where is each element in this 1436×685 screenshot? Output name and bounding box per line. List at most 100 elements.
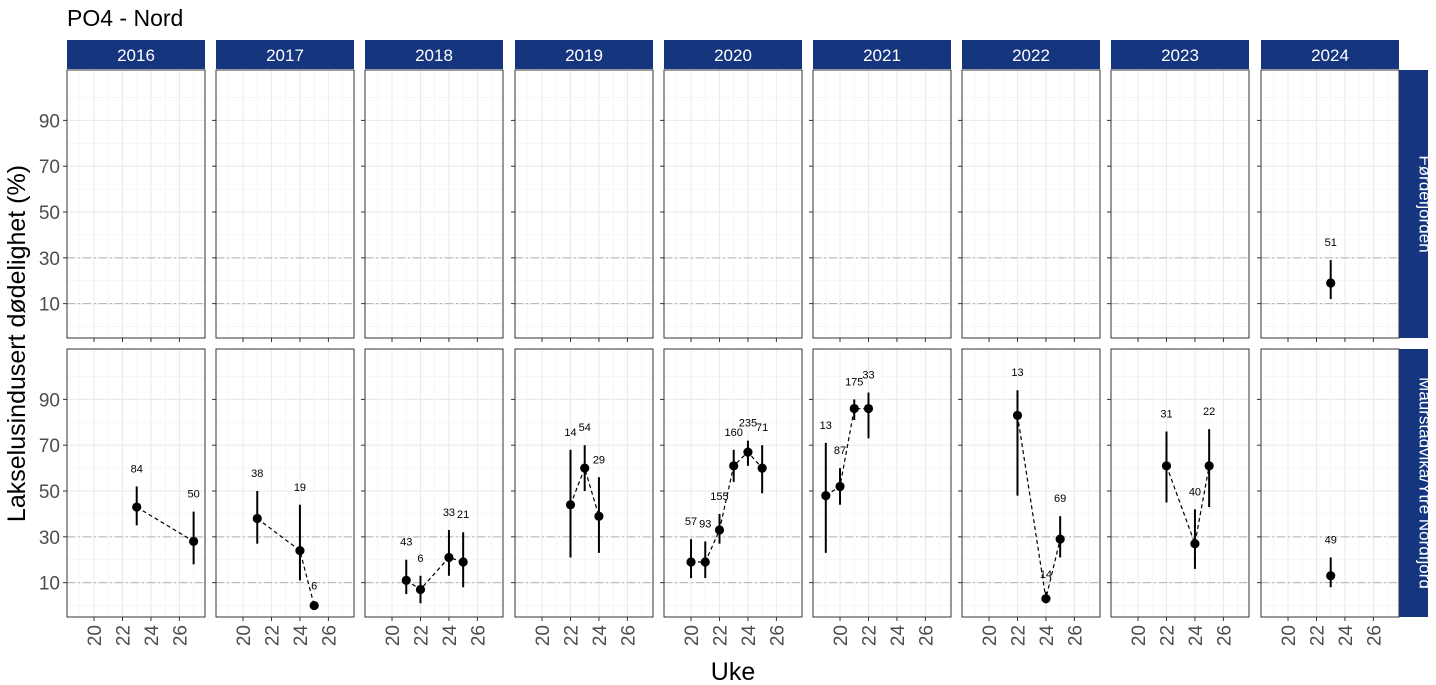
x-tick-label: 24 (590, 625, 611, 647)
panel-border (1110, 348, 1250, 618)
panel-border (215, 69, 355, 339)
x-tick-label: 22 (710, 625, 731, 646)
data-point (1161, 461, 1172, 471)
panel-border (663, 69, 803, 339)
panel-border (215, 348, 355, 618)
sample-size-label: 155 (710, 491, 728, 503)
sample-size-label: 87 (834, 445, 846, 457)
x-tick-label: 22 (1008, 625, 1029, 646)
row-strip-1 (1399, 349, 1428, 617)
y-tick-label: 10 (39, 295, 60, 316)
sample-size-label: 84 (131, 463, 143, 475)
strip-label-2021: 2021 (863, 46, 901, 65)
x-tick-label: 20 (980, 625, 1001, 646)
panel-border (66, 69, 206, 339)
panel-border (961, 69, 1101, 339)
series-Maurstadvika/Ytre Nordfjord-2021: 13 87 17533 (820, 370, 875, 553)
panel-Maurstadvika/Ytre Nordfjord-2019: 20 22 24 26 (511, 348, 654, 647)
sample-size-label: 31 (1160, 408, 1172, 420)
sample-size-label: 6 (311, 580, 317, 592)
y-tick-label: 10 (39, 574, 60, 595)
series-Maurstadvika/Ytre Nordfjord-2019: 14 54 29 (564, 422, 605, 558)
x-tick-label: 22 (113, 625, 134, 646)
data-point (1190, 539, 1200, 549)
panel-Maurstadvika/Ytre Nordfjord-2016: 10 30 50 70 90 20 22 24 26 (39, 348, 206, 646)
data-point (835, 481, 845, 492)
sample-size-label: 6 (417, 553, 423, 565)
x-tick-label: 26 (916, 625, 937, 646)
panel-Førdefjorden-2023 (1107, 69, 1250, 342)
panel-border (663, 348, 803, 618)
panel-border (1260, 69, 1400, 339)
strip-2020 (664, 40, 802, 69)
panel-border (1110, 69, 1250, 339)
series-Maurstadvika/Ytre Nordfjord-2016: 84 50 (131, 463, 200, 565)
panel-border (364, 69, 504, 339)
data-point (863, 403, 874, 414)
panel-Førdefjorden-2018 (361, 69, 504, 342)
sample-size-label: 235 (739, 418, 757, 430)
panel-Maurstadvika/Ytre Nordfjord-2021: 20 22 24 26 (809, 348, 952, 646)
series-Maurstadvika/Ytre Nordfjord-2020: 57 93 155 16023571 (685, 418, 768, 579)
sample-size-label: 57 (685, 516, 697, 528)
y-axis-title: Lakselusindusert dødelighet (%) (3, 165, 31, 522)
panel-Maurstadvika/Ytre Nordfjord-2018: 20 22 24 26 (361, 348, 504, 646)
x-tick-label: 24 (291, 625, 312, 647)
row-strip-label-0: Førdefjorden (1416, 155, 1435, 252)
sample-size-label: 54 (579, 422, 591, 434)
panel-border (514, 348, 654, 618)
data-point (743, 447, 753, 457)
sample-size-label: 38 (251, 468, 263, 480)
x-tick-label: 22 (859, 625, 880, 646)
series-Maurstadvika/Ytre Nordfjord-2017: 38 19 6 (251, 468, 319, 611)
data-point (594, 511, 604, 521)
panel-Førdefjorden-2019 (511, 69, 654, 342)
x-tick-label: 24 (1037, 625, 1058, 647)
data-point (295, 545, 305, 556)
panels: 2016 2017 2018 2019 2020 2021 2022 2023 2024Førd… (39, 40, 1435, 646)
y-tick-label: 70 (39, 436, 60, 457)
y-tick-label: 50 (39, 203, 60, 224)
x-tick-label: 22 (1307, 625, 1328, 646)
data-point (444, 552, 454, 563)
panel-border (961, 348, 1101, 618)
panel-Maurstadvika/Ytre Nordfjord-2017: 20 22 24 26 (212, 348, 355, 647)
series-Maurstadvika/Ytre Nordfjord-2018: 43 6 33 21 (400, 507, 469, 604)
data-point (189, 536, 199, 547)
trend-line (569, 466, 600, 517)
sample-size-label: 50 (187, 489, 199, 501)
data-point (415, 584, 426, 595)
x-tick-label: 26 (618, 625, 639, 646)
sample-size-label: 43 (400, 537, 412, 549)
data-point (849, 403, 859, 414)
series-Førdefjorden-2024: 51 (1325, 237, 1337, 300)
sample-size-label: 33 (443, 507, 455, 519)
series-Maurstadvika/Ytre Nordfjord-2023: 31 40 22 (1160, 406, 1215, 569)
panel-Førdefjorden-2020 (660, 69, 803, 342)
panel-Førdefjorden-2022 (958, 69, 1101, 342)
x-tick-label: 20 (831, 625, 852, 646)
sample-size-label: 49 (1325, 534, 1337, 546)
data-point (252, 513, 262, 524)
series-Maurstadvika/Ytre Nordfjord-2022: 13 14 69 (1011, 367, 1066, 604)
data-point (757, 463, 767, 473)
data-point (714, 525, 725, 535)
strip-2023 (1111, 40, 1249, 69)
x-tick-label: 22 (411, 625, 432, 646)
sample-size-label: 14 (564, 427, 576, 439)
x-axis-title: Uke (711, 658, 755, 685)
x-tick-label: 20 (682, 625, 703, 646)
panel-Førdefjorden-2024 (1257, 69, 1400, 342)
strip-2021 (813, 40, 951, 69)
x-tick-label: 26 (767, 625, 788, 646)
sample-size-label: 13 (820, 420, 832, 432)
x-tick-label: 20 (1129, 625, 1150, 646)
data-point (309, 600, 319, 611)
series-Maurstadvika/Ytre Nordfjord-2024: 49 (1325, 534, 1337, 588)
x-tick-label: 26 (1214, 625, 1235, 646)
y-tick-label: 90 (39, 111, 60, 132)
x-tick-label: 20 (533, 625, 554, 646)
trend-line (1165, 465, 1210, 546)
trend-line (691, 451, 763, 563)
